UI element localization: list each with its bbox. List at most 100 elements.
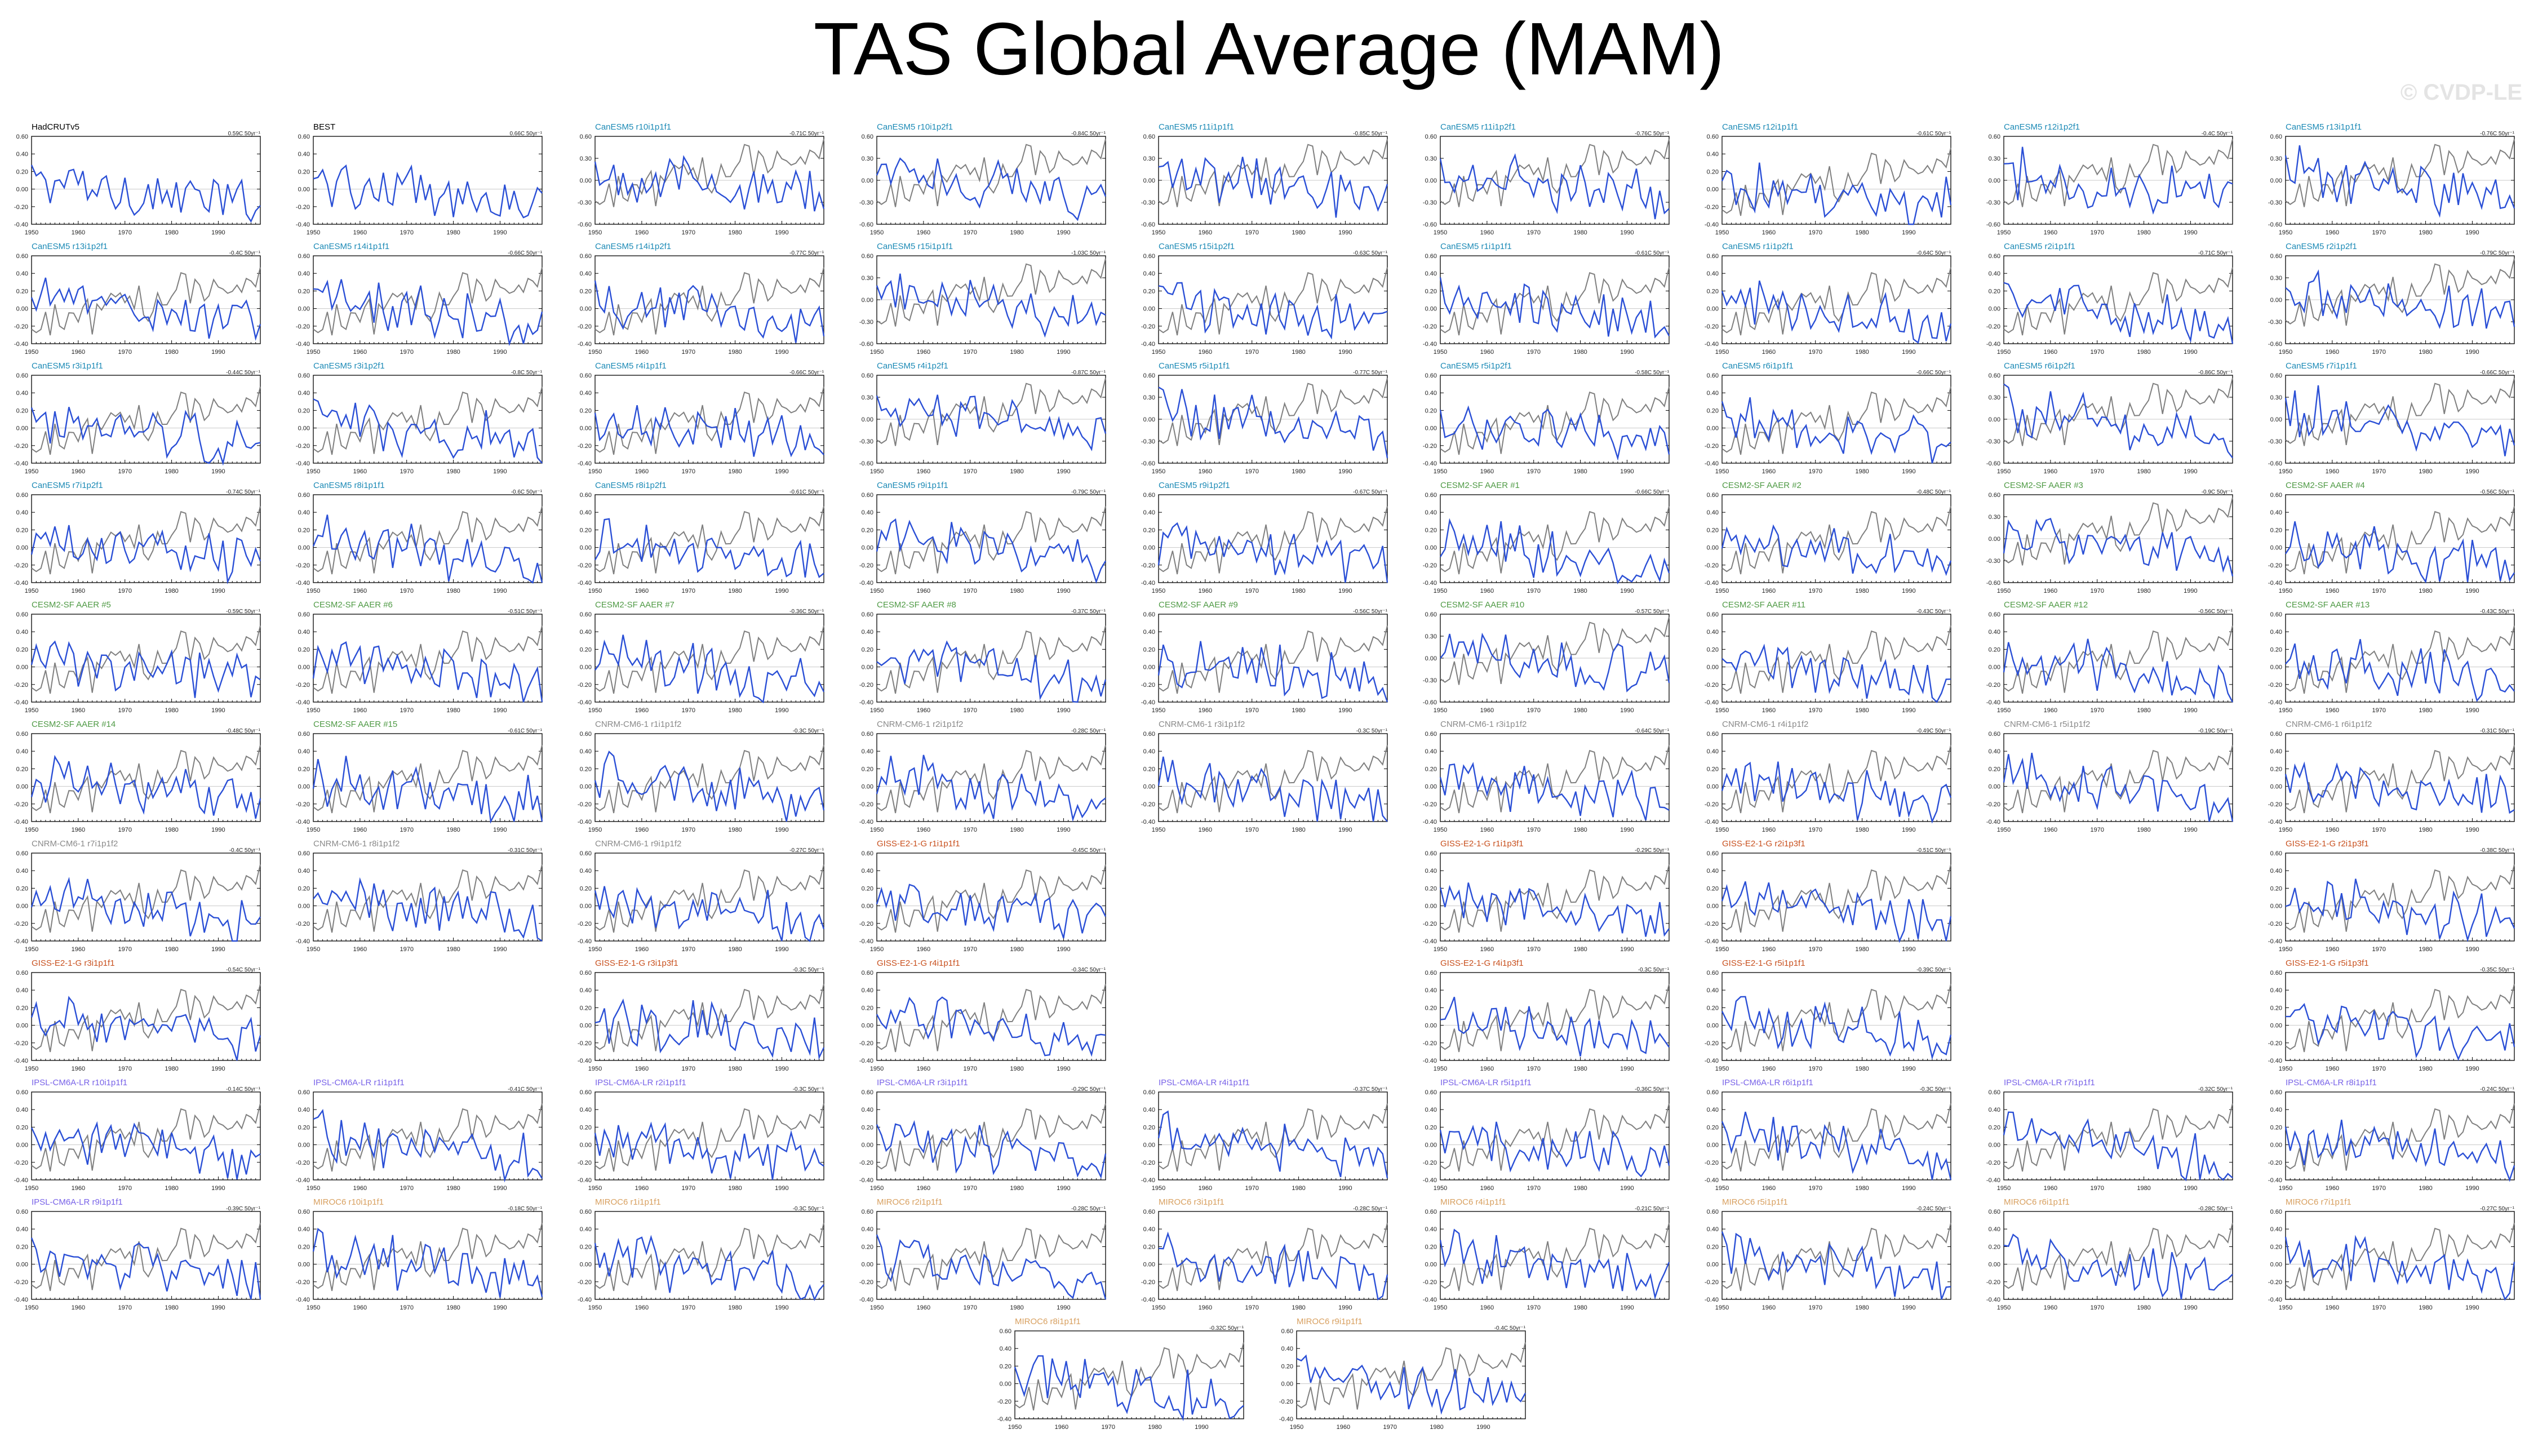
x-tick-label: 1970 [1527, 1066, 1540, 1072]
x-tick-label: 1960 [2326, 1185, 2339, 1192]
y-tick-label: 0.00 [1143, 664, 1155, 671]
y-tick-label: -0.40 [1705, 1058, 1719, 1064]
panel-plot: IPSL-CM6A-LR r1i1p1f1-0.41C 50yr⁻¹0.600.… [296, 1078, 543, 1192]
x-tick-label: 1990 [211, 349, 225, 356]
y-tick-label: 0.60 [2270, 611, 2282, 618]
x-tick-label: 1950 [2279, 946, 2292, 953]
y-tick-label: 0.00 [1707, 425, 1719, 432]
y-tick-label: 0.40 [2270, 629, 2282, 636]
x-tick-label: 1980 [2137, 1185, 2150, 1192]
panel-title: CanESM5 r10i1p1f1 [595, 122, 671, 132]
x-tick-label: 1970 [2090, 468, 2104, 475]
y-tick-label: 0.30 [1989, 394, 2000, 401]
x-tick-label: 1960 [2044, 707, 2057, 714]
simulated-series-line [1158, 387, 1388, 459]
x-tick-label: 1980 [1855, 1185, 1869, 1192]
y-tick-label: -0.20 [1986, 323, 2000, 330]
x-tick-label: 1980 [446, 707, 460, 714]
y-tick-label: -0.40 [1423, 580, 1437, 587]
x-tick-label: 1970 [2372, 349, 2385, 356]
y-tick-label: 0.60 [1989, 611, 2000, 618]
y-tick-label: 0.30 [2270, 156, 2282, 162]
simulated-series-line [876, 996, 1106, 1057]
panel-trend: -0.76C 50yr⁻¹ [1635, 131, 1670, 137]
panel-title: CanESM5 r5i1p2f1 [1440, 361, 1512, 371]
panel-trend: -0.9C 50yr⁻¹ [2202, 489, 2233, 495]
x-tick-label: 1980 [2419, 707, 2432, 714]
y-tick-label: -0.20 [1705, 204, 1719, 211]
observed-series-line [1721, 625, 1951, 694]
y-tick-label: 0.20 [16, 1244, 28, 1250]
y-tick-label: 0.40 [16, 390, 28, 397]
y-tick-label: -0.20 [1423, 1279, 1437, 1286]
y-tick-label: 0.40 [298, 868, 310, 875]
x-tick-label: 1970 [1808, 588, 1822, 594]
x-tick-label: 1990 [2184, 229, 2197, 236]
observed-series-line [313, 505, 543, 575]
y-tick-label: -0.20 [14, 1040, 28, 1047]
panel-title: CanESM5 r9i1p1f1 [877, 481, 948, 490]
y-tick-label: -0.40 [1423, 1177, 1437, 1184]
x-tick-label: 1950 [1997, 1185, 2011, 1192]
chart-panel: CNRM-CM6-1 r9i1p1f2 -0.27C 50yr⁻¹ 0.60 0.40… [563, 837, 845, 956]
y-tick-label: 0.40 [1425, 868, 1437, 875]
panel-trend: -0.39C 50yr⁻¹ [1916, 967, 1951, 973]
x-tick-label: 1950 [870, 827, 884, 833]
observed-series-line [1721, 267, 1951, 336]
y-tick-label: 0.40 [1281, 1346, 1293, 1352]
y-tick-label: -0.40 [859, 938, 873, 945]
simulated-series-line [1439, 762, 1670, 821]
x-tick-label: 1970 [963, 1066, 977, 1072]
x-tick-label: 1970 [118, 1304, 131, 1311]
y-tick-label: -0.20 [2268, 682, 2282, 689]
panel-plot: CanESM5 r13i1p1f1-0.76C 50yr⁻¹0.600.300.… [2268, 122, 2515, 236]
y-tick-label: -0.60 [2268, 221, 2282, 228]
y-tick-label: 0.20 [1707, 1124, 1719, 1131]
plot-frame [876, 494, 1106, 583]
y-tick-label: -0.40 [1423, 341, 1437, 348]
panel-title: CESM2-SF AAER #13 [2286, 600, 2370, 610]
x-tick-label: 1970 [681, 349, 695, 356]
y-tick-label: 0.40 [298, 151, 310, 158]
chart-panel: GISS-E2-1-G r2i1p3f1 -0.51C 50yr⁻¹ 0.60 0.4… [1690, 837, 1972, 956]
x-tick-label: 1990 [1902, 1066, 1915, 1072]
panel-plot: CESM2-SF AAER #14-0.48C 50yr⁻¹0.600.400.… [14, 720, 261, 833]
simulated-series-line [594, 280, 825, 343]
x-tick-label: 1980 [1573, 1066, 1587, 1072]
x-tick-label: 1980 [446, 229, 460, 236]
y-tick-label: -0.40 [1705, 341, 1719, 348]
x-tick-label: 1950 [25, 1066, 38, 1072]
y-tick-label: 0.40 [1989, 1226, 2000, 1233]
chart-panel: CESM2-SF AAER #3 -0.9C 50yr⁻¹ 0.60 0.30 0.00… [1972, 479, 2254, 597]
y-tick-label: -0.20 [1423, 443, 1437, 450]
x-tick-label: 1970 [1808, 1066, 1822, 1072]
x-tick-label: 1980 [728, 1304, 742, 1311]
panel-title: CESM2-SF AAER #2 [1722, 481, 1802, 490]
x-tick-label: 1950 [307, 468, 320, 475]
y-tick-label: 0.20 [580, 646, 592, 653]
panel-plot: CanESM5 r2i1p2f1-0.79C 50yr⁻¹0.600.300.0… [2268, 242, 2515, 356]
y-tick-label: 0.00 [298, 1262, 310, 1268]
x-tick-label: 1970 [1808, 707, 1822, 714]
x-tick-label: 1980 [1010, 827, 1023, 833]
y-tick-label: 0.40 [1989, 748, 2000, 755]
y-tick-label: 0.00 [1143, 1142, 1155, 1149]
panel-title: CNRM-CM6-1 r3i1p1f2 [1159, 720, 1245, 729]
panel-plot: MIROC6 r10i1p1f1-0.18C 50yr⁻¹0.600.400.2… [296, 1197, 543, 1311]
y-tick-label: -0.40 [1423, 819, 1437, 825]
plot-frame [2285, 853, 2515, 942]
chart-panel: CanESM5 r4i1p2f1 -0.87C 50yr⁻¹ 0.60 0.30 0.0… [845, 359, 1127, 478]
chart-panel: CNRM-CM6-1 r2i1p1f2 -0.28C 50yr⁻¹ 0.60 0.40… [845, 718, 1127, 836]
panel-plot: CanESM5 r7i1p2f1-0.74C 50yr⁻¹0.600.400.2… [14, 481, 261, 594]
y-tick-label: -0.40 [578, 1297, 592, 1303]
x-tick-label: 1980 [1010, 468, 1023, 475]
y-tick-label: 0.60 [1707, 134, 1719, 140]
y-tick-label: -0.40 [1141, 580, 1155, 587]
y-tick-label: 0.60 [2270, 850, 2282, 857]
observed-series-line [2003, 1222, 2233, 1291]
panel-trend: -0.45C 50yr⁻¹ [1071, 847, 1106, 854]
x-tick-label: 1950 [588, 229, 602, 236]
simulated-series-line [876, 273, 1106, 338]
x-tick-label: 1980 [1010, 707, 1023, 714]
y-tick-label: -0.40 [1986, 819, 2000, 825]
